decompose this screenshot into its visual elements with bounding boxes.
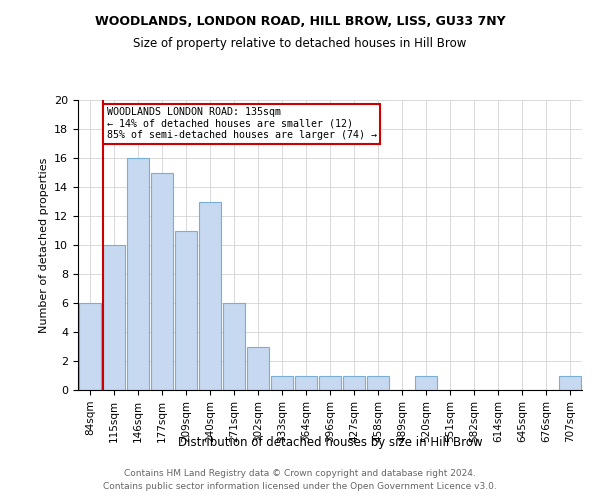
Bar [295, 376, 317, 390]
Bar [79, 303, 101, 390]
Text: Contains public sector information licensed under the Open Government Licence v3: Contains public sector information licen… [103, 482, 497, 491]
Bar [151, 172, 173, 390]
Bar [247, 346, 269, 390]
Bar [559, 376, 581, 390]
Bar [127, 158, 149, 390]
Bar [271, 376, 293, 390]
Text: Contains HM Land Registry data © Crown copyright and database right 2024.: Contains HM Land Registry data © Crown c… [124, 468, 476, 477]
Bar [223, 303, 245, 390]
Bar [415, 376, 437, 390]
Bar [199, 202, 221, 390]
Bar [103, 245, 125, 390]
Text: WOODLANDS, LONDON ROAD, HILL BROW, LISS, GU33 7NY: WOODLANDS, LONDON ROAD, HILL BROW, LISS,… [95, 15, 505, 28]
Bar [343, 376, 365, 390]
Y-axis label: Number of detached properties: Number of detached properties [38, 158, 49, 332]
Text: WOODLANDS LONDON ROAD: 135sqm
← 14% of detached houses are smaller (12)
85% of s: WOODLANDS LONDON ROAD: 135sqm ← 14% of d… [107, 108, 377, 140]
Bar [367, 376, 389, 390]
Bar [175, 230, 197, 390]
Text: Size of property relative to detached houses in Hill Brow: Size of property relative to detached ho… [133, 38, 467, 51]
Text: Distribution of detached houses by size in Hill Brow: Distribution of detached houses by size … [178, 436, 482, 449]
Bar [319, 376, 341, 390]
